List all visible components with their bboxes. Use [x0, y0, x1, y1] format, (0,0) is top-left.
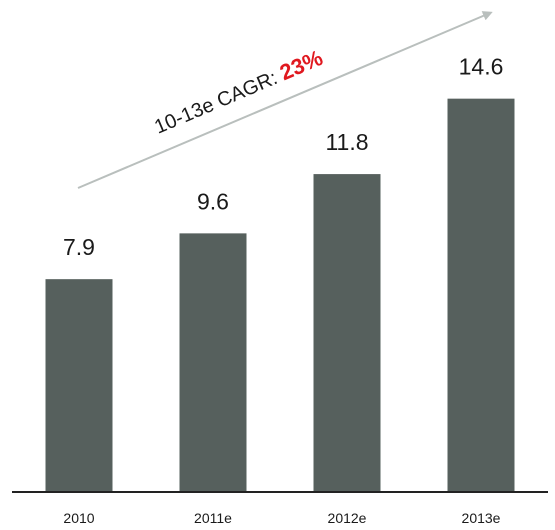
bars-group: [45, 98, 515, 493]
value-labels-group: 7.9 9.6 11.8 14.6: [63, 54, 503, 261]
x-tick-label-2010: 2010: [63, 510, 94, 526]
cagr-value: 23%: [276, 45, 326, 85]
x-tick-label-2011e: 2011e: [194, 510, 232, 526]
cagr-label: 10-13e CAGR: 23%: [150, 45, 326, 139]
cagr-annotation: 10-13e CAGR: 23%: [77, 11, 493, 189]
value-label-2011e: 9.6: [197, 188, 229, 214]
value-label-2012e: 11.8: [325, 129, 368, 155]
bar-2011e: [179, 233, 247, 493]
bar-2013e: [447, 98, 515, 493]
cagr-trend-arrow: [77, 11, 493, 189]
x-tick-label-2013e: 2013e: [462, 510, 501, 526]
value-label-2010: 7.9: [63, 234, 95, 260]
bar-2012e: [313, 174, 381, 492]
x-tick-labels-group: 2010 2011e 2012e 2013e: [63, 510, 500, 526]
bar-2010: [45, 279, 113, 492]
x-tick-label-2012e: 2012e: [328, 510, 367, 526]
value-label-2013e: 14.6: [459, 54, 504, 80]
